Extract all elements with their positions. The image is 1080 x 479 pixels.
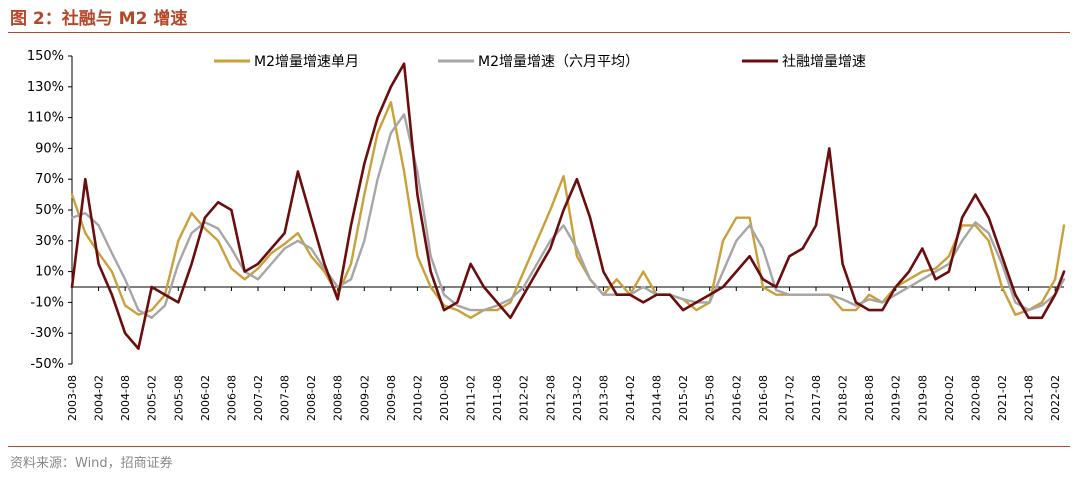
- x-tick-label: 2009-08: [385, 375, 398, 421]
- y-tick-label: 10%: [35, 265, 64, 280]
- x-tick-label: 2010-08: [438, 375, 451, 421]
- x-tick-label: 2017-08: [810, 375, 823, 421]
- x-tick-label: 2019-02: [890, 375, 903, 421]
- x-tick-label: 2009-02: [358, 375, 371, 421]
- y-tick-label: 70%: [35, 172, 64, 187]
- series-line-2: [70, 113, 1066, 319]
- x-tick-label: 2015-02: [677, 375, 690, 421]
- legend-label-2: M2增量增速（六月平均）: [478, 54, 639, 70]
- x-axis: 2003-08 2004-02 2004-08 2005-02 2005-08 2006-…: [66, 286, 1064, 421]
- x-tick-label: 2022-02: [1049, 375, 1062, 421]
- x-tick-label: 2016-02: [730, 375, 743, 421]
- x-tick-label: 2018-02: [837, 375, 850, 421]
- x-tick-label: 2005-08: [172, 375, 185, 421]
- x-tick-label: 2007-08: [279, 375, 292, 421]
- x-tick-label: 2016-08: [757, 375, 770, 421]
- legend-label-3: 社融增量增速: [782, 54, 866, 70]
- y-tick-label: -30%: [30, 326, 64, 341]
- series-line-1: [70, 101, 1066, 319]
- y-tick-label: 130%: [27, 80, 64, 95]
- y-tick-label: 30%: [35, 234, 64, 249]
- x-tick-label: 2019-08: [916, 375, 929, 421]
- source-note: 资料来源：Wind，招商证券: [10, 456, 173, 471]
- source-divider: [8, 446, 1070, 447]
- x-tick-label: 2008-08: [332, 375, 345, 421]
- figure-title: 图 2：社融与 M2 增速: [10, 9, 188, 29]
- x-tick-label: 2021-02: [996, 375, 1009, 421]
- x-tick-label: 2006-02: [199, 375, 212, 421]
- x-tick-label: 2004-08: [119, 375, 132, 421]
- x-tick-label: 2020-02: [943, 375, 956, 421]
- x-tick-label: 2018-08: [863, 375, 876, 421]
- x-tick-label: 2015-08: [704, 375, 717, 421]
- legend-label-1: M2增量增速单月: [254, 54, 359, 70]
- x-tick-label: 2012-02: [518, 375, 531, 421]
- y-tick-label: -50%: [30, 357, 64, 372]
- x-tick-label: 2005-02: [146, 375, 159, 421]
- x-tick-label: 2013-02: [571, 375, 584, 421]
- y-tick-label: 150%: [27, 49, 64, 64]
- legend: M2增量增速单月 M2增量增速（六月平均） 社融增量增速: [214, 54, 866, 70]
- x-tick-label: 2014-08: [651, 375, 664, 421]
- x-tick-label: 2021-08: [1023, 375, 1036, 421]
- x-tick-label: 2004-02: [93, 375, 106, 421]
- y-tick-label: -10%: [30, 295, 64, 310]
- x-tick-label: 2007-02: [252, 375, 265, 421]
- series-line-3: [70, 62, 1066, 350]
- x-tick-label: 2017-02: [783, 375, 796, 421]
- x-tick-label: 2006-08: [225, 375, 238, 421]
- y-axis: 150% 130% 110% 90% 70% 50% 30% 10% -10% -30% -50%: [27, 49, 73, 372]
- x-tick-label: 2014-02: [624, 375, 637, 421]
- x-tick-label: 2012-08: [544, 375, 557, 421]
- x-tick-label: 2010-02: [411, 375, 424, 421]
- y-tick-label: 110%: [27, 111, 64, 126]
- x-tick-label: 2020-08: [969, 375, 982, 421]
- series-lines: [70, 62, 1066, 350]
- title-divider: [8, 32, 1070, 33]
- y-tick-label: 90%: [35, 141, 64, 156]
- line-chart: 150%130%110%90%70%50%30%10%-10%-30%-50% …: [27, 49, 1066, 421]
- x-tick-label: 2011-08: [491, 375, 504, 421]
- x-tick-label: 2013-08: [597, 375, 610, 421]
- x-tick-label: 2011-02: [465, 375, 478, 421]
- x-tick-label: 2003-08: [66, 375, 79, 421]
- x-tick-label: 2008-02: [305, 375, 318, 421]
- y-tick-label: 50%: [35, 203, 64, 218]
